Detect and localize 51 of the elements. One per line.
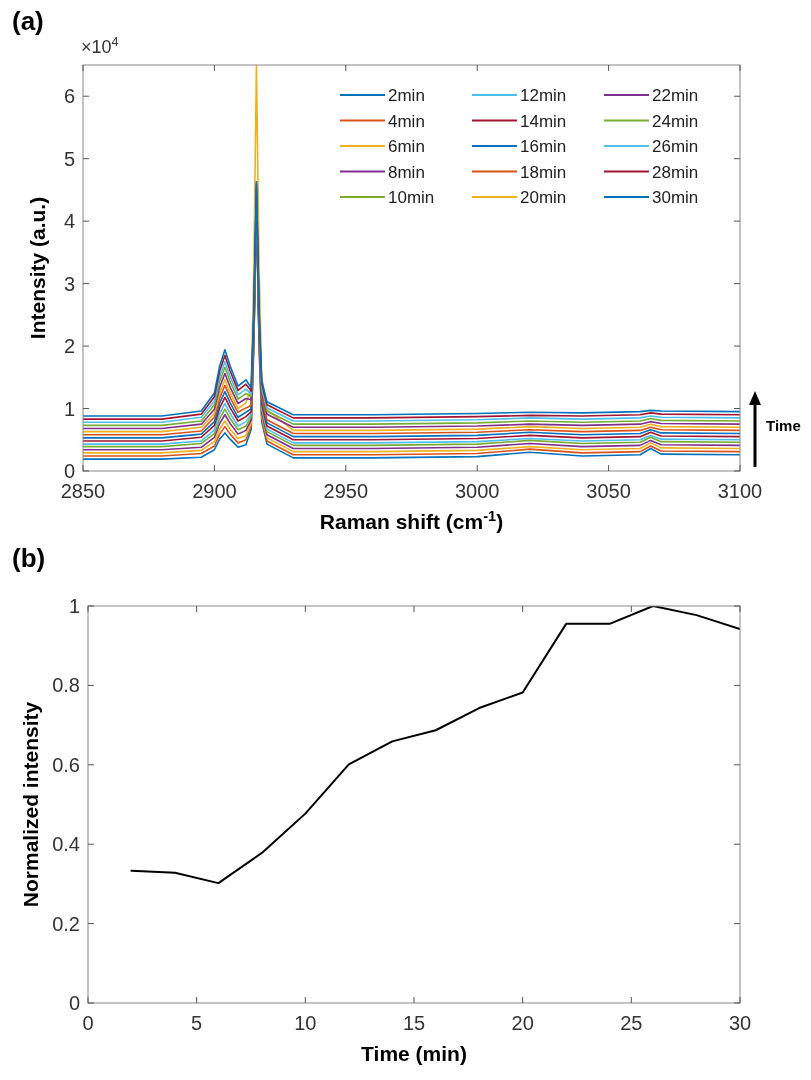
legend-label: 16min: [520, 137, 567, 156]
y-tick-label: 5: [63, 147, 75, 170]
x-tick-label: 10: [294, 1012, 317, 1034]
y-axis-title: Normalized intensity: [19, 701, 42, 908]
legend-label: 22min: [652, 86, 699, 105]
legend-label: 26min: [652, 137, 699, 156]
text: Time: [766, 417, 801, 434]
y-tick-label: 0: [68, 992, 80, 1014]
y-tick-label: 0.6: [52, 753, 80, 776]
legend-label: 24min: [652, 111, 699, 131]
legend-label: 12min: [520, 86, 567, 105]
x-tick-label: 0: [82, 1012, 94, 1034]
legend-label: 14min: [520, 111, 567, 131]
legend-label: 4min: [388, 111, 425, 131]
line-series: [83, 65, 740, 433]
x-tick-label: 20: [511, 1012, 534, 1034]
y-tick-label: 1: [68, 595, 80, 617]
x-axis-title: Raman shift (cm$^{-1}$): [319, 508, 504, 533]
x-tick-label: 3000: [454, 480, 500, 502]
y-tick-label: 0.4: [52, 833, 80, 856]
y-tick-label: 2: [63, 335, 75, 358]
legend-label: 30min: [652, 188, 699, 207]
y-tick-label: 6: [63, 85, 75, 108]
legend-label: 28min: [652, 162, 699, 182]
y-tick-label: 1: [63, 397, 75, 420]
legend-label: 2min: [388, 86, 425, 105]
legend-label: 6min: [388, 137, 425, 156]
chart-title: (b): [12, 543, 46, 573]
y-tick-label: 0.8: [52, 674, 80, 697]
y-axis-title: Intensity (a.u.): [26, 196, 49, 340]
legend-label: 18min: [520, 162, 567, 182]
chart-title: (a): [12, 6, 44, 36]
legend-label: 20min: [520, 188, 567, 207]
x-tick-label: 15: [402, 1012, 426, 1034]
x-axis-title: Time (min): [361, 1042, 467, 1065]
y-tick-label: 0: [63, 460, 75, 482]
x-tick-label: 3050: [586, 480, 631, 502]
legend-label: 10min: [388, 188, 435, 207]
y-tick-label: 4: [63, 210, 75, 233]
y-tick-label: 0.2: [52, 912, 80, 935]
x-tick-label: 2900: [192, 480, 237, 502]
legend-label: 8min: [388, 162, 425, 182]
y-tick-label: 3: [63, 272, 75, 295]
x-tick-label: 30: [728, 1012, 752, 1034]
x-tick-label: 25: [620, 1012, 643, 1034]
x-tick-label: 2850: [60, 480, 106, 502]
x-tick-label: 5: [191, 1012, 203, 1034]
x-tick-label: 2950: [323, 480, 369, 502]
text: ×10$^{4}$: [81, 35, 119, 57]
x-tick-label: 3100: [717, 480, 763, 502]
line-series: [130, 606, 740, 885]
